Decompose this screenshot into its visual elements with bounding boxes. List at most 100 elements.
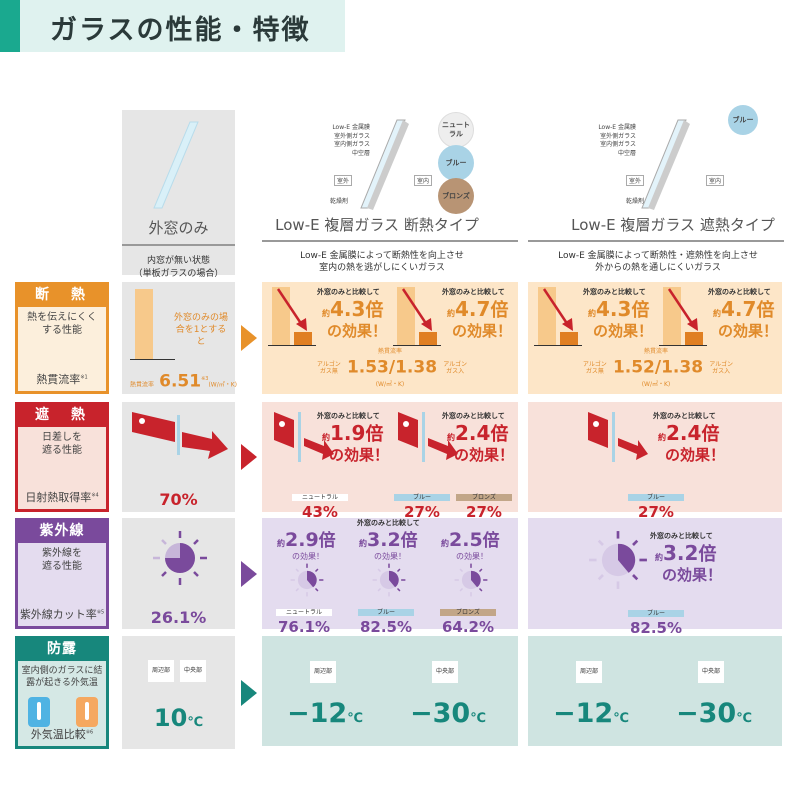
effect-text: の効果！ <box>665 446 726 464</box>
compare-text: 外窓のみと比較して <box>442 288 505 296</box>
color-neutral-swatch: ニュートラル <box>438 112 474 148</box>
effect-text: の効果！ <box>593 322 654 340</box>
baseline <box>130 359 175 360</box>
unit-label: (W/㎡・K) <box>641 381 671 388</box>
title-stripe <box>0 0 20 52</box>
base-solar: 70% <box>122 402 235 512</box>
compare-text: 外窓のみと比較して <box>583 288 646 296</box>
row-metric: 熱貫流率※1 <box>36 373 88 386</box>
baseline <box>534 345 582 346</box>
base-value: 26.1% <box>150 608 207 627</box>
compare-text: 外窓のみと比較して <box>317 412 380 420</box>
sunlight-arrow-icon <box>398 412 458 462</box>
center-label: 中央部 <box>180 660 206 682</box>
double-glass-icon <box>360 119 409 210</box>
glass-color-value: ブルー 27% <box>394 484 450 521</box>
effect-text: の効果！ <box>327 322 388 340</box>
row-desc: 熱を伝えにくくする性能 <box>27 312 97 336</box>
divider <box>528 240 784 242</box>
effect-text: の効果！ <box>454 446 515 464</box>
column-name: 外窓のみ <box>148 219 209 237</box>
color-bronze-swatch: ブロンズ <box>438 178 474 214</box>
effect-text: の効果！ <box>329 446 390 464</box>
baseline <box>268 345 316 346</box>
compare-text: 外窓のみと比較して <box>650 532 713 540</box>
column-header-solar: Low-E 金属膜 室外側ガラス 室内側ガラス 中空層 室外 室内 乾燥剤 ブルー L… <box>528 105 784 275</box>
baseline <box>659 345 707 346</box>
effect-text: の効果！ <box>662 566 723 584</box>
reduction-arrow-icon <box>401 288 432 331</box>
effect-text: の効果！ <box>292 552 324 561</box>
u-value: アルゴンガス無 1.52/1.38 アルゴンガス入 <box>582 357 734 378</box>
row-metric: 外気温比較※6 <box>30 728 94 741</box>
outside-label: 室外 <box>626 175 645 186</box>
sunlight-arrow-icon <box>588 412 648 462</box>
arrow-right-icon <box>241 444 257 470</box>
glass-color-value: ブロンズ 27% <box>456 484 512 521</box>
base-dew: 周辺部 中央部 10℃ <box>122 636 235 749</box>
row-head: 遮 熱 <box>18 405 106 427</box>
uv-sun-icon <box>153 531 207 585</box>
effect-multiplier: 約2.5倍 <box>441 529 500 551</box>
uv-sun-icon <box>454 563 488 597</box>
improved-bar <box>685 332 703 345</box>
base-note: 外窓のみの場合を1とすると <box>173 313 228 347</box>
row-head: 防露 <box>18 639 106 661</box>
effect-text: の効果！ <box>718 322 779 340</box>
metric-label: 熱貫流率 <box>643 348 668 355</box>
cold-thermometer-icon <box>28 697 50 727</box>
improved-bar <box>560 332 578 345</box>
label-uv: 紫外線 紫外線を遮る性能 紫外線カット率※5 <box>15 518 109 629</box>
glass-color-value: ブルー 82.5% <box>628 610 684 637</box>
effect-text: の効果！ <box>374 552 406 561</box>
compare-text: 外窓のみと比較して <box>357 519 420 527</box>
dew-type-solar: 周辺部 中央部 −12℃ −30℃ <box>528 636 782 746</box>
effect-multiplier: 約4.3倍 <box>588 297 650 321</box>
row-metric: 紫外線カット率※5 <box>19 608 105 621</box>
compare-text: 外窓のみと比較して <box>708 288 771 296</box>
edge-label: 周辺部 <box>576 661 602 683</box>
column-name: Low-E 複層ガラス 断熱タイプ <box>275 216 479 234</box>
spacer-label: 乾燥剤 <box>330 198 349 205</box>
sunlight-arrow-icon <box>274 412 334 462</box>
effect-text: の効果！ <box>452 322 513 340</box>
edge-label: 周辺部 <box>310 661 336 683</box>
title-banner <box>0 0 345 52</box>
column-desc: 室内の熱を逃がしにくいガラス <box>319 263 445 273</box>
divider <box>262 240 518 242</box>
base-value: 熱貫流率 6.51※3(W/㎡・K) <box>130 371 238 392</box>
arrow-right-icon <box>241 325 257 351</box>
column-desc: 内窓が無い状態 <box>146 256 210 266</box>
base-bar <box>135 289 153 359</box>
solar-type-solar: 外窓のみと比較して 約2.4倍 の効果！ ブルー 27% <box>528 402 782 521</box>
dew-type-insulation: 周辺部 中央部 −12℃ −30℃ <box>262 636 518 746</box>
uv-type-solar: 外窓のみと比較して 約3.2倍 の効果！ ブルー 82.5% <box>528 518 782 637</box>
effect-text: の効果！ <box>456 552 488 561</box>
inside-label: 室内 <box>706 175 725 186</box>
glass-diagram-labels: Low-E 金属膜 室外側ガラス 室内側ガラス 中空層 <box>332 124 370 157</box>
base-value: 10℃ <box>153 704 204 732</box>
effect-multiplier: 約4.3倍 <box>322 297 384 321</box>
reduction-arrow-icon <box>667 288 698 331</box>
center-label: 中央部 <box>432 661 458 683</box>
edge-label: 周辺部 <box>148 660 174 682</box>
double-glass-icon <box>641 119 690 210</box>
edge-temp: −12℃ <box>287 698 363 729</box>
arrow-right-icon <box>241 561 257 587</box>
glass-diagram-labels: Low-E 金属膜 室外側ガラス 室内側ガラス 中空層 <box>598 124 636 157</box>
solar-type-insulation: 外窓のみと比較して 約1.9倍 の効果！ 外窓のみと比較して 約2.4倍 の効果！… <box>262 402 518 521</box>
insulation-type-insulation: 外窓のみと比較して 約4.3倍 の効果！ 外窓のみと比較して 約4.7倍 の効果… <box>262 282 518 394</box>
column-desc: Low-E 金属膜によって断熱性を向上させ <box>300 251 464 261</box>
spacer-label: 乾燥剤 <box>626 198 645 205</box>
improved-bar <box>294 332 312 345</box>
glass-color-value: ブルー 27% <box>628 484 684 521</box>
uv-sun-icon <box>372 563 406 597</box>
unit-label: (W/㎡・K) <box>375 381 405 388</box>
row-head: 断 熱 <box>18 285 106 307</box>
arrow-right-icon <box>241 680 257 706</box>
label-insulation: 断 熱 熱を伝えにくくする性能 熱貫流率※1 <box>15 282 109 394</box>
glass-color-value: ニュートラル 43% <box>292 484 348 521</box>
effect-multiplier: 約3.2倍 <box>655 541 717 565</box>
glass-pane-icon <box>153 121 199 209</box>
row-head: 紫外線 <box>18 521 106 543</box>
